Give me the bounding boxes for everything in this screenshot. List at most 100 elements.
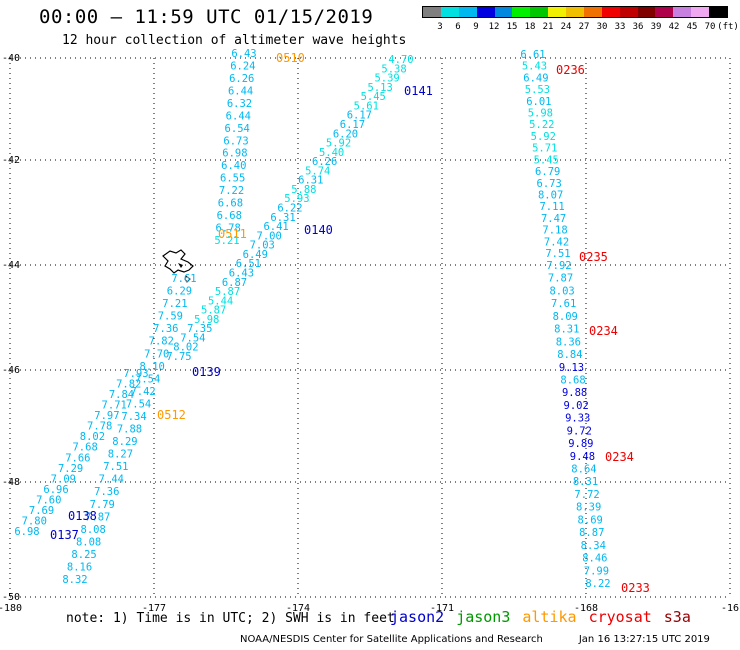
wave-height-value: 6.61 <box>520 49 545 61</box>
wave-height-value: 7.61 <box>171 273 196 285</box>
colorbar-swatch <box>673 7 692 17</box>
wave-height-value: 6.54 <box>225 123 250 135</box>
wave-height-value: 8.07 <box>538 189 563 201</box>
wave-height-value: 7.03 <box>250 240 275 252</box>
wave-height-value: 4.70 <box>388 54 413 66</box>
wave-height-value: 8.31 <box>554 324 579 336</box>
wave-height-value: 8.36 <box>556 336 581 348</box>
lon-tick-label: -171 <box>430 603 454 614</box>
wave-height-value: 6.22 <box>277 203 302 215</box>
wave-height-value: 7.44 <box>99 474 124 486</box>
wave-height-value: 7.71 <box>102 400 127 412</box>
wave-height-value: 6.26 <box>229 73 254 85</box>
lat-tick-label: -42 <box>2 155 20 166</box>
wave-height-value: 6.26 <box>312 156 337 168</box>
wave-height-value: 8.08 <box>81 524 106 536</box>
wave-height-value: 6.68 <box>218 198 243 210</box>
wave-height-value: 8.25 <box>71 549 96 561</box>
pass-time-labels: 0510 0511 0512 0141 0140 0139 0138 0137 0236 0235… <box>50 51 650 595</box>
colorbar-label: (ft) <box>717 22 739 32</box>
wave-height-value: 8.22 <box>585 578 610 590</box>
colorbar-label: 30 <box>596 22 608 32</box>
wave-height-value: 6.44 <box>226 110 251 122</box>
colorbar-swatch <box>476 7 495 17</box>
wave-height-value: 7.60 <box>36 494 61 506</box>
legend-entry-jason3: jason3 <box>456 608 511 626</box>
wave-height-value: 5.13 <box>368 82 393 94</box>
colorbar-swatch <box>494 7 513 17</box>
wave-height-colorbar <box>422 6 728 18</box>
lat-tick-label: -50 <box>2 592 20 603</box>
wave-height-value: 7.70 <box>144 348 169 360</box>
wave-height-value: 5.93 <box>284 193 309 205</box>
pass-time-label: 0233 <box>621 581 650 595</box>
wave-height-value: 6.17 <box>340 119 365 131</box>
wave-height-value: 8.16 <box>67 561 92 573</box>
wave-height-value: 8.64 <box>571 464 596 476</box>
colorbar-label: 24 <box>560 22 572 32</box>
wave-height-value: 6.43 <box>229 267 254 279</box>
colorbar-swatch <box>423 7 441 17</box>
colorbar-swatch <box>440 7 459 17</box>
colorbar-label: 27 <box>578 22 590 32</box>
wave-height-value: 5.87 <box>215 286 240 298</box>
axis-tick-labels: -180 -177 -174 -171 -168 -16 -40 -42 -44 -46 -48 -5… <box>0 53 739 614</box>
wave-height-value: 7.84 <box>109 389 134 401</box>
wave-height-value: 5.21 <box>214 235 239 247</box>
colorbar-swatch <box>691 7 709 17</box>
pass-time-label: 0236 <box>556 63 585 77</box>
wave-height-value: 7.97 <box>94 410 119 422</box>
wave-height-value: 7.59 <box>158 311 183 323</box>
wave-height-value: 5.98 <box>194 314 219 326</box>
pass-time-label: 0141 <box>404 84 433 98</box>
lon-tick-label: -16 <box>721 603 739 614</box>
wave-height-value: 7.09 <box>51 473 76 485</box>
wave-height-value: 6.96 <box>43 484 68 496</box>
wave-height-value: 6.79 <box>535 166 560 178</box>
wave-height-value: 5.40 <box>319 147 344 159</box>
wave-height-value: 5.44 <box>208 295 233 307</box>
wave-height-value: 7.75 <box>166 351 191 363</box>
wave-height-value: 7.92 <box>546 260 571 272</box>
legend-entry-altika: altika <box>522 608 577 626</box>
wave-height-value: 8.27 <box>108 449 133 461</box>
wave-height-value: 6.44 <box>228 85 253 97</box>
footer-source: NOAA/NESDIS Center for Satellite Applica… <box>240 634 543 645</box>
wave-height-value: 7.61 <box>551 298 576 310</box>
footer-credit: NOAA/NESDIS Center for Satellite Applica… <box>240 634 710 645</box>
wave-height-value: 8.10 <box>140 361 165 373</box>
wave-height-value: 7.82 <box>149 336 174 348</box>
wave-height-value: 7.35 <box>187 323 212 335</box>
wave-height-value: 7.51 <box>103 461 128 473</box>
wave-height-value: 7.54 <box>135 373 160 385</box>
wave-height-value: 8.87 <box>579 527 604 539</box>
pass-time-label: 0137 <box>50 528 79 542</box>
wave-height-value: 5.45 <box>534 154 559 166</box>
wave-height-value: 7.99 <box>584 565 609 577</box>
pass-time-label: 0234 <box>589 324 618 338</box>
wave-height-value: 6.41 <box>263 221 288 233</box>
wave-height-value: 6.24 <box>230 60 255 72</box>
wave-height-value: 5.43 <box>522 61 547 73</box>
wave-height-value: 7.54 <box>126 398 151 410</box>
wave-height-value: 7.34 <box>121 411 146 423</box>
wave-height-value: 8.68 <box>560 374 585 386</box>
pass-time-label: 0510 <box>276 51 305 65</box>
wave-height-value: 5.45 <box>361 91 386 103</box>
colorbar-swatch <box>709 7 727 17</box>
lon-tick-label: -174 <box>286 603 310 614</box>
colorbar-swatch <box>530 7 549 17</box>
colorbar-label: 45 <box>686 22 698 32</box>
wave-height-value: 8.02 <box>80 431 105 443</box>
colorbar-label: 42 <box>668 22 680 32</box>
wave-height-value: 7.79 <box>90 499 115 511</box>
wave-height-value: 7.21 <box>162 298 187 310</box>
wave-height-value: 5.61 <box>354 100 379 112</box>
colorbar-swatch <box>601 7 620 17</box>
island-outline <box>162 249 194 283</box>
wave-height-value: 9.89 <box>568 438 593 450</box>
colorbar-swatch <box>583 7 602 17</box>
lat-tick-label: -40 <box>2 53 20 64</box>
wave-height-value: 8.08 <box>76 536 101 548</box>
